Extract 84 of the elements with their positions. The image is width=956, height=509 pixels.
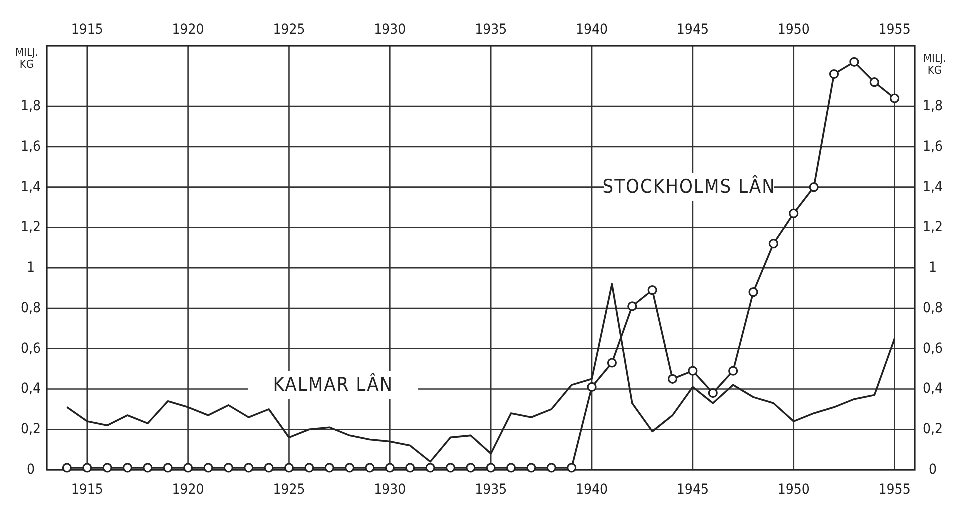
point [163,463,173,473]
point [768,239,778,249]
x-tick-label: 1955 [878,22,911,38]
point [668,374,678,384]
x2-tick-label: 1945 [676,482,709,498]
y2-tick-label: 1,6 [922,138,944,155]
y2-axis-title: MILJ. KG [923,52,947,77]
point [486,463,496,473]
y2-tick-label: 0,6 [922,340,944,357]
y2-tick-label: 0 [928,462,938,478]
y2-tick-label: 0,4 [922,381,944,398]
x2-tick-label: 1955 [878,482,911,498]
x-tick-label: 1940 [576,22,608,38]
point [102,463,112,473]
point [708,388,718,398]
point [789,208,799,218]
point [426,463,436,473]
point [264,463,274,473]
y2-tick-label: 1,8 [922,98,944,115]
y-tick-label: 0,2 [20,422,42,438]
point [406,463,416,473]
point [567,463,577,473]
y-tick-label: 0 [26,462,36,478]
y-tick-label: 0,4 [20,381,42,398]
point [809,182,819,192]
point [184,463,194,473]
y-tick-label: 1,4 [20,179,42,196]
x2-tick-label: 1940 [576,482,608,498]
x-tick-label: 1930 [374,22,406,38]
point [628,302,638,312]
point [546,463,556,473]
point [648,286,658,296]
x2-tick-label: 1925 [273,482,306,498]
y2-tick-label: 1 [928,260,938,276]
point [344,463,355,473]
point [324,463,334,473]
point [122,463,133,473]
point [506,463,516,473]
point [587,382,597,392]
x-tick-label: 1925 [273,22,306,38]
point [728,366,738,376]
point [446,463,456,473]
x2-tick-label: 1930 [374,482,406,498]
x2-tick-label: 1935 [475,482,508,498]
point [284,463,294,473]
point [870,78,880,88]
y-axis-title: MILJ. KG [15,46,39,71]
y2-tick-label: 1,4 [922,179,944,196]
point [224,463,234,473]
y2-tick-label: 0,8 [922,300,944,316]
point [829,69,840,80]
series-label: STOCKHOLMS LÂN [602,175,776,198]
point [748,288,758,298]
point [62,463,72,473]
point [82,463,92,473]
point [466,463,476,473]
y2-tick-label: 1,2 [922,220,944,236]
x-tick-label: 1920 [172,22,204,38]
y-tick-label: 0,8 [20,300,42,316]
point [526,463,536,473]
x2-tick-label: 1915 [71,482,104,498]
y-tick-label: 1,6 [20,138,42,155]
y-tick-label: 0,6 [20,340,42,357]
x-tick-label: 1945 [676,22,709,38]
point [244,463,254,473]
point [890,94,900,104]
point [850,57,860,67]
x-tick-label: 1935 [475,22,508,38]
x2-tick-label: 1950 [778,482,810,498]
point [607,358,618,368]
series-label: KALMAR LÂN [273,373,394,396]
y2-tick-label: 0,2 [922,422,944,438]
y-tick-label: 1 [26,260,36,276]
point [304,463,314,473]
x2-tick-label: 1920 [172,482,204,498]
x-tick-label: 1915 [71,22,104,38]
point [688,366,698,376]
point [385,463,395,473]
point [143,463,153,473]
x-tick-label: 1950 [778,22,810,38]
point [204,463,214,473]
y-tick-label: 1,8 [20,98,42,115]
y-tick-label: 1,2 [20,220,42,236]
point [365,463,375,473]
